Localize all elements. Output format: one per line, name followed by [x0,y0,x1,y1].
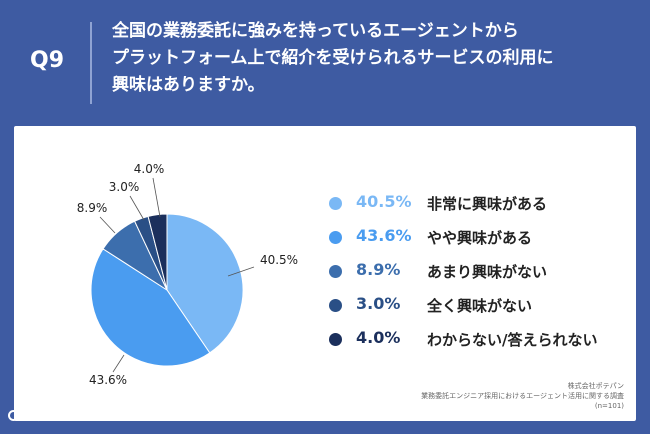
risapi-logo: リサピー [8,407,69,424]
slice-label: 40.5% [260,253,298,267]
slice-label: 43.6% [89,373,127,387]
legend-percent: 43.6% [356,226,412,245]
question-line-1: 全国の業務委託に強みを持っているエージェントから [112,21,519,41]
source-survey: 業務委託エンジニア採用におけるエージェント活用に関する調査 [421,392,624,400]
source-company: 株式会社ポテパン [567,382,624,390]
leader-line [227,266,255,277]
leader-line [99,216,116,234]
leader-line [129,195,145,221]
legend-category: あまり興味がない [427,263,548,281]
header-divider [90,22,92,104]
pie-slice [147,213,168,291]
legend-dot [329,299,342,312]
pie-slice [90,248,211,367]
question-number: Q9 [30,48,65,73]
chart-panel: 40.5% 43.6% 8.9% 3.0% 4.0% 40.5% 非常に興味がある 43… [14,126,636,421]
question-line-3: 興味はありますか。 [112,75,265,95]
logo-text: リサピー [21,409,70,423]
legend-dot [329,265,342,278]
question-header: Q9 全国の業務委託に強みを持っているエージェントから プラットフォーム上で紹介… [0,0,650,125]
legend-category: わからない/答えられない [427,331,598,349]
legend-percent: 4.0% [356,328,401,347]
legend-dot [329,231,342,244]
leader-line [152,177,161,218]
legend-category: 全く興味がない [427,297,533,315]
slice-label: 8.9% [77,201,108,215]
legend-category: やや興味がある [427,229,533,247]
source-n: (n=101) [594,402,624,410]
pie-chart: 40.5% 43.6% 8.9%3.0% 4.0% [77,162,298,387]
source-note: 株式会社ポテパン 業務委託エンジニア採用におけるエージェント活用に関する調査 (… [421,381,624,411]
pie-slice [166,213,244,354]
slice-label: 4.0% [134,162,165,176]
leader-line [112,354,125,373]
slice-label: 3.0% [109,180,140,194]
legend-category: 非常に興味がある [427,195,548,213]
legend-percent: 3.0% [356,294,401,313]
question-text: 全国の業務委託に強みを持っているエージェントから プラットフォーム上で紹介を受け… [112,18,632,99]
question-line-2: プラットフォーム上で紹介を受けられるサービスの利用に [112,48,554,68]
legend-percent: 40.5% [356,192,412,211]
circle-logo-icon [8,410,19,421]
legend-dot [329,333,342,346]
legend-dot [329,197,342,210]
legend-percent: 8.9% [356,260,401,279]
